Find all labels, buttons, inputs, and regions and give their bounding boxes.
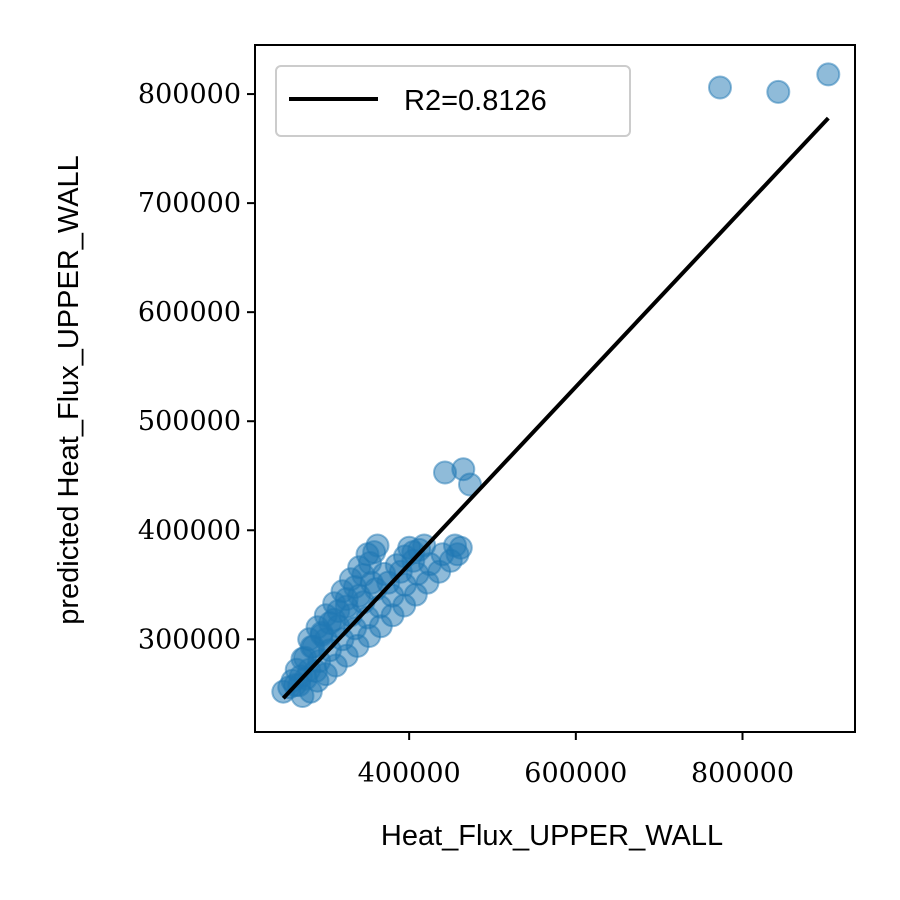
y-tick-label: 800000 [138, 79, 241, 110]
y-tick-label: 500000 [138, 406, 241, 437]
scatter-points [271, 62, 841, 708]
y-axis-label: predicted Heat_Flux_UPPER_WALL [53, 155, 85, 625]
plot-frame [254, 44, 856, 733]
x-tick-label: 600000 [524, 758, 627, 789]
y-tick-label: 700000 [138, 188, 241, 219]
data-point [708, 75, 732, 100]
x-tick-label: 800000 [691, 758, 794, 789]
data-point [816, 62, 841, 87]
x-axis-ticks: 400000 600000 800000 [358, 732, 794, 789]
regression-line-layer [281, 116, 830, 700]
x-axis-label: Heat_Flux_UPPER_WALL [381, 820, 723, 852]
legend: R2=0.8126 [275, 65, 631, 137]
legend-box [275, 65, 631, 137]
legend-label: R2=0.8126 [404, 85, 547, 117]
data-point [766, 79, 791, 104]
x-tick-label: 400000 [358, 758, 461, 789]
y-tick-label: 400000 [138, 515, 241, 546]
y-tick-label: 600000 [138, 297, 241, 328]
regression-line [281, 116, 830, 700]
data-point [458, 472, 482, 497]
y-tick-label: 300000 [138, 624, 241, 655]
data-point [303, 658, 328, 683]
y-axis-ticks: 300000 400000 500000 600000 700000 800000 [138, 79, 255, 655]
